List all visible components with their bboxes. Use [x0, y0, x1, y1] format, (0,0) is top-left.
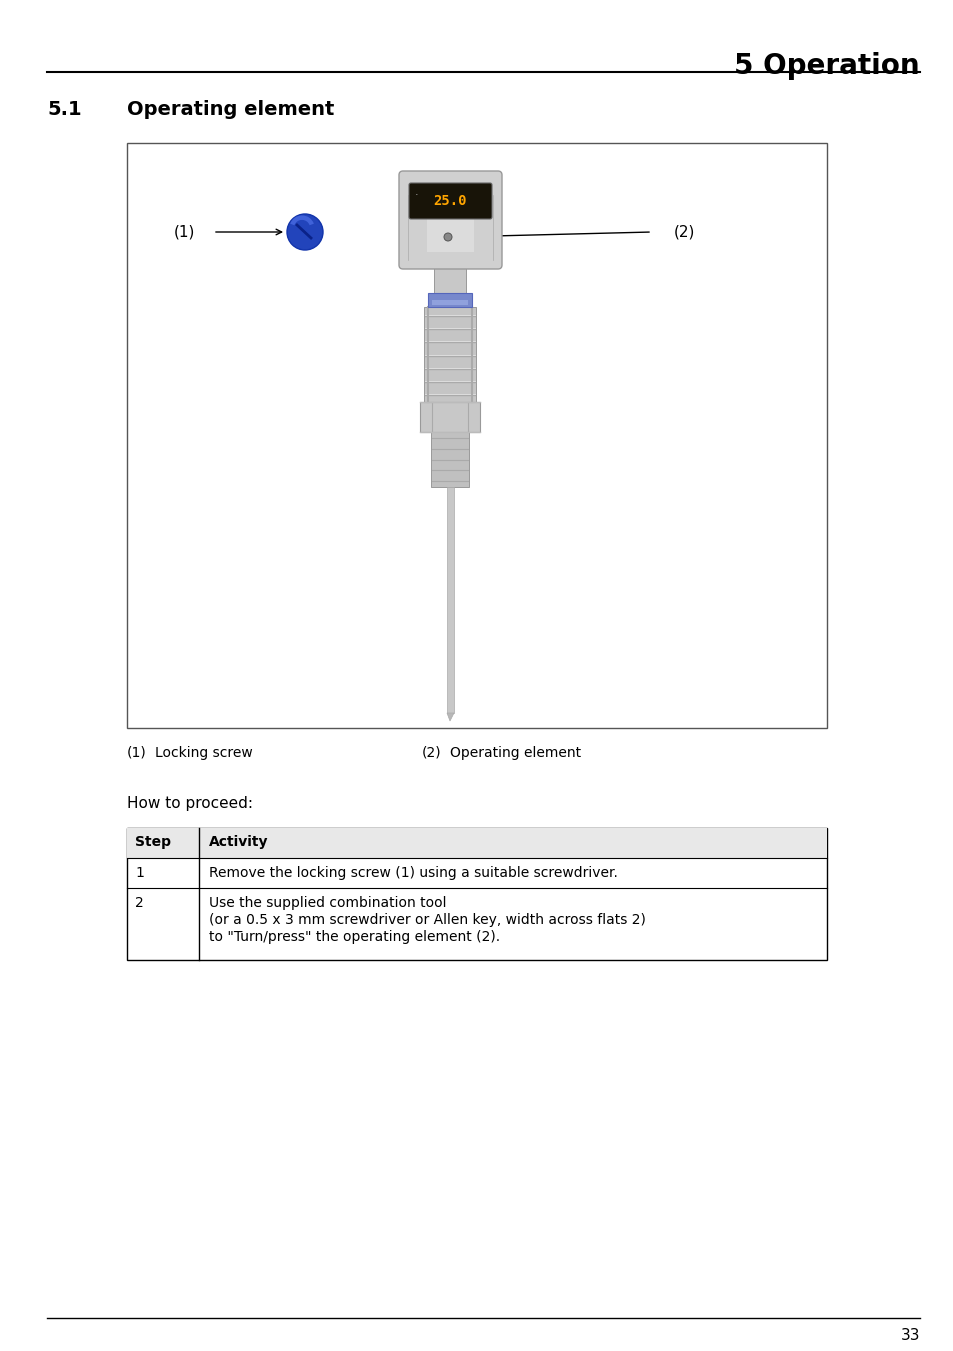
Bar [127, 828, 826, 961]
Text: 2: 2 [135, 896, 144, 911]
Bar [419, 403, 479, 432]
Text: Operating element: Operating element [127, 100, 334, 119]
Text: 5 Operation: 5 Operation [734, 51, 919, 80]
Text: 25.0: 25.0 [434, 195, 467, 208]
Text: Use the supplied combination tool: Use the supplied combination tool [209, 896, 446, 911]
Text: Operating element: Operating element [450, 746, 580, 761]
Text: 5.1: 5.1 [47, 100, 82, 119]
Circle shape [287, 213, 323, 250]
Text: (2): (2) [421, 746, 441, 761]
Bar [127, 143, 826, 728]
Bar [432, 300, 468, 305]
Text: to "Turn/press" the operating element (2).: to "Turn/press" the operating element (2… [209, 929, 499, 944]
Text: Step: Step [135, 835, 171, 848]
Bar [426, 189, 474, 251]
Text: Remove the locking screw (1) using a suitable screwdriver.: Remove the locking screw (1) using a sui… [209, 866, 618, 880]
Text: (1): (1) [127, 746, 147, 761]
Wedge shape [290, 215, 314, 226]
Text: 1: 1 [135, 866, 144, 880]
FancyBboxPatch shape [398, 172, 501, 269]
Circle shape [443, 232, 452, 240]
Text: ·: · [415, 190, 418, 200]
Bar [423, 307, 476, 403]
Text: (2): (2) [673, 224, 695, 239]
Bar [127, 828, 826, 858]
Text: (or a 0.5 x 3 mm screwdriver or Allen key, width across flats 2): (or a 0.5 x 3 mm screwdriver or Allen ke… [209, 913, 645, 927]
Bar [447, 486, 454, 713]
Text: Activity: Activity [209, 835, 268, 848]
Text: Locking screw: Locking screw [154, 746, 253, 761]
Bar [431, 432, 469, 486]
Text: (1): (1) [173, 224, 194, 239]
Text: 33: 33 [900, 1328, 919, 1343]
Bar [434, 265, 465, 293]
Bar [428, 293, 472, 307]
FancyBboxPatch shape [409, 182, 492, 219]
Polygon shape [447, 713, 454, 721]
Text: How to proceed:: How to proceed: [127, 796, 253, 811]
